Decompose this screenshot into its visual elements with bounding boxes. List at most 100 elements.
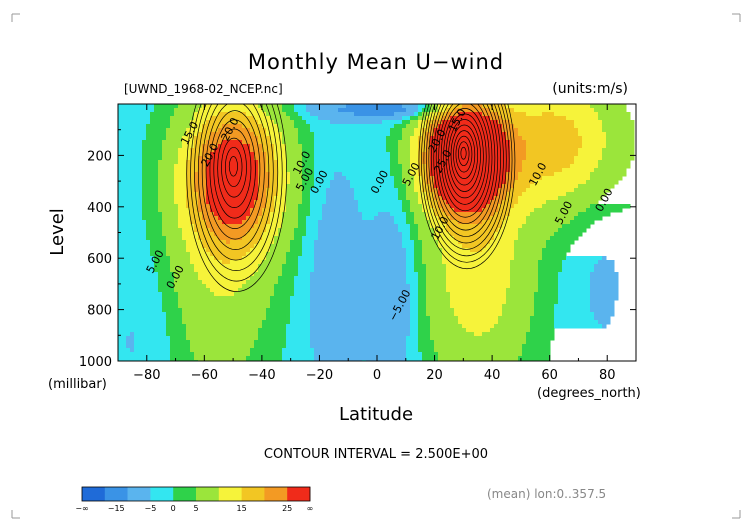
contour-fill-cell [386,136,403,141]
x-tick-label: 60 [541,368,558,383]
contour-fill-cell [522,348,551,353]
contour-fill-cell [418,148,427,153]
contour-fill-cell [294,236,303,241]
contour-fill-cell [206,284,243,289]
contour-fill-cell [362,216,375,221]
contour-fill-cell [310,312,411,317]
contour-fill-cell [450,300,507,305]
contour-fill-cell [430,156,511,161]
contour-fill-cell [422,108,431,113]
contour-fill-cell [218,144,251,149]
contour-fill-cell [118,320,167,325]
contour-fill-cell [534,304,555,309]
contour-fill-cell [426,288,447,293]
contour-line [228,156,238,177]
contour-fill-cell [354,196,399,201]
contour-fill-cell [274,288,295,293]
contour-line [438,104,493,218]
colorbar-swatch [104,487,128,501]
contour-fill-cell [398,196,407,201]
contour-fill-cell [294,104,307,109]
contour-fill-cell [202,216,219,221]
contour-fill-cell [142,200,159,205]
contour-fill-cell [394,176,403,181]
contour-fill-cell [254,224,267,229]
contour-fill-cell [318,228,399,233]
contour-fill-cell [118,196,143,201]
contour-fill-cell [258,188,267,193]
contour-fill-cell [402,208,411,213]
contour-fill-cell [578,152,603,157]
contour-fill-cell [502,116,567,121]
contour-fill-cell [446,284,511,289]
contour-fill-cell [254,116,271,121]
contour-fill-cell [170,116,195,121]
contour-fill-cell [446,264,511,269]
contour-fill-cell [118,216,143,221]
contour-fill-cell [294,108,307,113]
contour-fill-cell [414,240,423,245]
contour-fill-cell [290,240,303,245]
contour-fill-cell [502,200,519,205]
contour-fill-cell [166,136,183,141]
contour-fill-cell [310,280,407,285]
contour-fill-cell [426,164,431,169]
contour-fill-cell [578,132,607,137]
contour-fill-cell [586,180,619,185]
contour-fill-cell [446,200,491,205]
contour-fill-cell [170,352,195,357]
contour-fill-cell [278,180,291,185]
contour-fill-cell [326,192,355,197]
contour-fill-cell [490,328,531,333]
contour-fill-cell [202,152,211,157]
contour-fill-cell [446,288,507,293]
contour-fill-cell [426,268,447,273]
contour-fill-cell [142,156,163,161]
contour-fill-cell [290,176,303,181]
contour-fill-cell [118,348,131,353]
contour-fill-cell [558,280,591,285]
contour-fill-cell [186,324,263,329]
contour-fill-cell [118,164,143,169]
contour-fill-cell [162,292,179,297]
contour-fill-cell [310,204,323,209]
contour-fill-cell [142,208,159,213]
contour-fill-cell [314,136,387,141]
contour-fill-cell [402,232,411,237]
colorbar-tick-label: 15 [237,504,247,513]
contour-fill-cell [398,156,411,161]
x-axis-units: (degrees_north) [537,386,641,401]
contour-fill-cell [162,308,183,313]
contour-fill-cell [486,244,515,249]
contour-fill-cell [178,216,191,221]
contour-fill-cell [286,196,303,201]
contour-fill-cell [506,288,539,293]
contour-fill-cell [118,328,167,333]
contour-fill-cell [150,240,167,245]
contour-fill-cell [270,212,283,217]
contour-line [213,119,256,219]
contour-fill-cell [310,128,391,133]
contour-fill-cell [294,292,311,297]
contour-fill-cell [590,104,627,109]
contour-line [448,119,481,192]
contour-fill-cell [554,312,595,317]
contour-fill-cell [118,292,163,297]
contour-fill-cell [406,264,415,269]
contour-fill-cell [182,316,267,321]
contour-fill-cell [166,128,187,133]
contour-fill-cell [594,168,627,173]
contour-fill-cell [426,116,435,121]
contour-fill-cell [202,104,259,109]
contour-fill-cell [278,276,295,281]
contour-fill-cell [286,152,303,157]
contour-fill-cell [594,316,611,321]
contour-fill-cell [190,216,203,221]
contour-fill-cell [266,112,287,117]
contour-fill-cell [174,164,187,169]
contour-fill-cell [174,280,203,285]
contour-fill-cell [118,172,143,177]
contour-fill-cell [410,172,419,177]
contour-fill-cell [458,320,499,325]
contour-fill-cell [302,144,315,149]
